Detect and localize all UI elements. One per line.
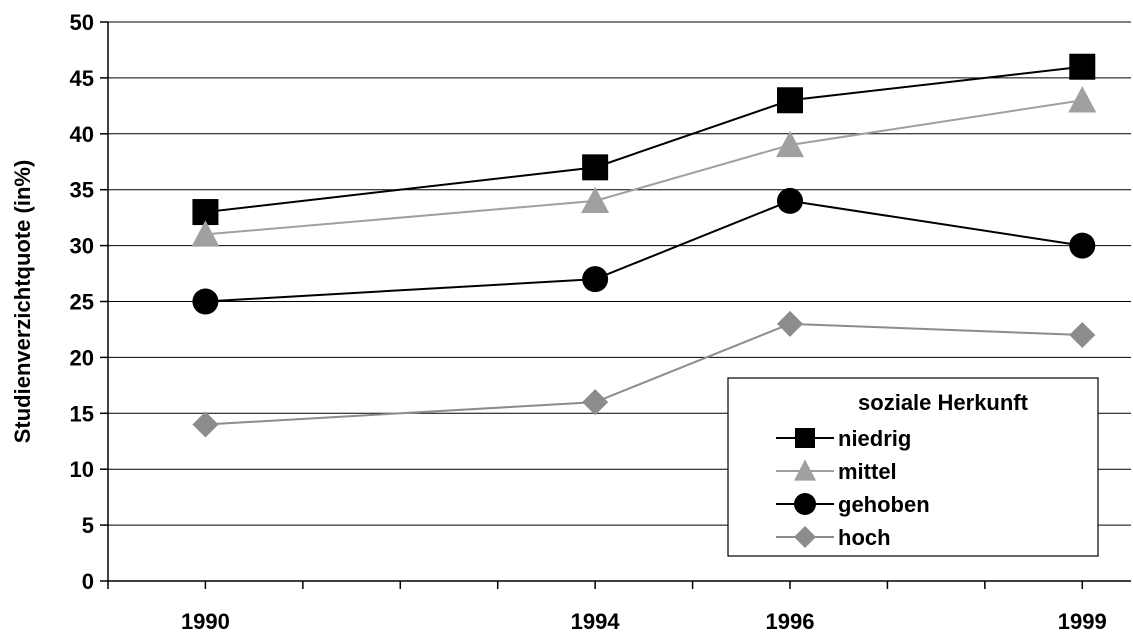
series-gehoben	[192, 187, 1096, 315]
y-tick-label: 20	[70, 345, 94, 370]
series-line	[205, 65, 1083, 214]
data-point	[191, 220, 220, 247]
y-tick-label: 40	[70, 122, 94, 147]
legend-box	[727, 377, 1099, 557]
data-point	[777, 310, 803, 337]
series-hoch	[192, 310, 1096, 438]
y-tick-label: 35	[70, 178, 94, 203]
legend-marker	[795, 428, 815, 448]
y-axis-title: Studienverzichtquote (in%)	[10, 160, 35, 444]
y-tick-label: 25	[70, 290, 94, 315]
y-tick-label: 0	[82, 569, 94, 594]
data-point	[582, 154, 609, 181]
data-point	[1068, 86, 1097, 113]
x-tick-label: 1999	[1058, 609, 1107, 634]
y-tick-label: 50	[70, 10, 94, 35]
legend-label: gehoben	[838, 492, 930, 517]
gridlines	[108, 21, 1131, 526]
series-group	[191, 53, 1097, 438]
x-tick-labels: 1990 1994 1996 1999	[107, 581, 1107, 634]
y-tick-label: 10	[70, 457, 94, 482]
data-point	[581, 186, 610, 214]
x-tick-label: 1990	[181, 609, 230, 634]
legend-item-gehoben: gehoben	[776, 492, 930, 517]
series-line	[205, 199, 1083, 303]
legend-item-mittel: mittel	[776, 459, 897, 484]
legend-label: hoch	[838, 525, 891, 550]
legend-item-hoch: hoch	[776, 525, 891, 550]
series-line	[205, 99, 1083, 236]
legend-marker	[794, 493, 816, 515]
y-tick-label: 30	[70, 234, 94, 259]
legend-item-niedrig: niedrig	[776, 426, 911, 451]
data-point	[192, 288, 219, 315]
y-tick-label: 45	[70, 66, 94, 91]
data-point	[1069, 322, 1096, 349]
series-line	[205, 322, 1083, 426]
legend-label: mittel	[838, 459, 897, 484]
data-point	[582, 389, 609, 416]
data-point	[777, 187, 803, 214]
series-niedrig	[192, 53, 1096, 226]
y-tick-label: 15	[70, 401, 94, 426]
data-point	[582, 266, 609, 293]
legend: soziale Herkunft niedrig mittel gehoben hoc…	[727, 377, 1099, 557]
legend-marker	[794, 459, 816, 481]
data-point	[776, 130, 804, 158]
y-tick-label: 5	[82, 513, 94, 538]
legend-title: soziale Herkunft	[858, 390, 1029, 415]
legend-marker	[794, 526, 816, 548]
data-point	[1069, 53, 1096, 80]
series-mittel	[191, 86, 1097, 247]
data-point	[777, 87, 803, 114]
y-tick-labels: 0 5 10 15 20 25 30 35 40 45 50	[70, 10, 108, 594]
data-point	[192, 411, 219, 438]
data-point	[1069, 232, 1096, 259]
x-tick-label: 1996	[766, 609, 815, 634]
x-tick-label: 1994	[571, 609, 621, 634]
legend-label: niedrig	[838, 426, 911, 451]
